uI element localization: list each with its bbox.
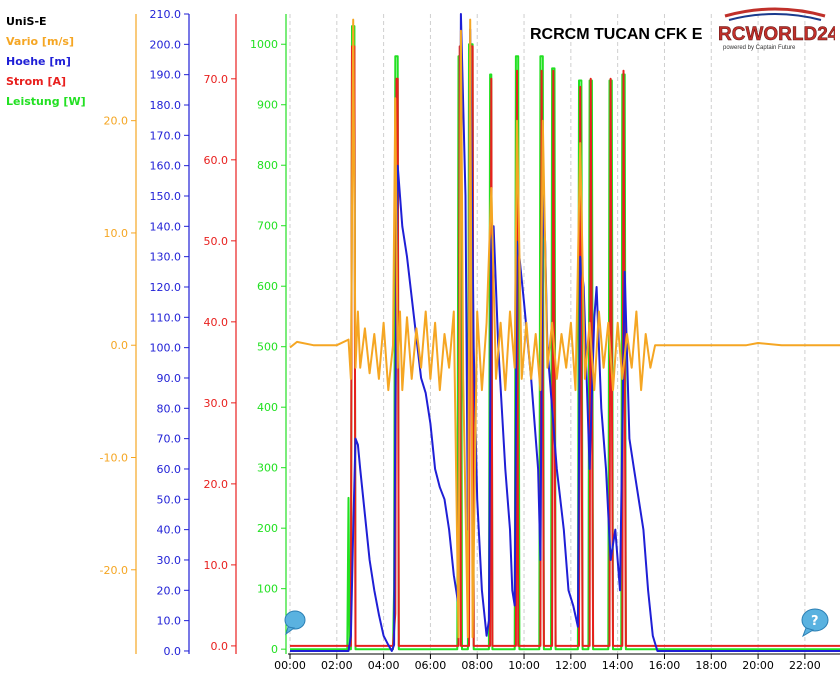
hoehe-tick-label: 100.0 [150,342,182,355]
hoehe-tick-label: 0.0 [164,645,182,658]
strom-tick-label: 50.0 [204,235,229,248]
hoehe-tick-label: 10.0 [157,615,182,628]
hoehe-series-line [290,13,840,652]
vario-tick-label: -20.0 [100,564,128,577]
legend-title: UniS-E [6,15,47,28]
strom-tick-label: 30.0 [204,397,229,410]
x-tick-label: 06:00 [415,659,447,672]
leistung-tick-label: 200 [257,522,278,535]
x-tick-label: 10:00 [508,659,540,672]
leistung-tick-label: 1000 [250,38,278,51]
hoehe-tick-label: 110.0 [150,311,182,324]
strom-tick-label: 20.0 [204,478,229,491]
hoehe-tick-label: 40.0 [157,524,182,537]
hoehe-tick-label: 140.0 [150,220,182,233]
strom-tick-label: 70.0 [204,73,229,86]
help-bubble-icon[interactable] [284,610,306,640]
hoehe-tick-label: 130.0 [150,251,182,264]
x-tick-label: 08:00 [461,659,493,672]
x-tick-label: 04:00 [368,659,400,672]
leistung-tick-label: 700 [257,220,278,233]
strom-tick-label: 0.0 [211,640,229,653]
strom-tick-label: 40.0 [204,316,229,329]
x-tick-label: 00:00 [274,659,306,672]
x-tick-label: 18:00 [695,659,727,672]
hoehe-tick-label: 150.0 [150,190,182,203]
help-bubble-icon[interactable]: ? [800,608,832,642]
hoehe-tick-label: 190.0 [150,69,182,82]
hoehe-tick-label: 30.0 [157,554,182,567]
hoehe-tick-label: 120.0 [150,281,182,294]
hoehe-tick-label: 200.0 [150,38,182,51]
x-tick-label: 12:00 [555,659,587,672]
strom-tick-label: 60.0 [204,154,229,167]
vario-tick-label: 0.0 [111,339,129,352]
vario-tick-label: -10.0 [100,452,128,465]
logo-subtext: powered by Captain Future [723,45,796,51]
hoehe-tick-label: 70.0 [157,433,182,446]
vario-tick-label: 10.0 [104,227,129,240]
hoehe-tick-label: 80.0 [157,402,182,415]
leistung-tick-label: 600 [257,280,278,293]
x-tick-label: 16:00 [649,659,681,672]
legend-item-hoehe: Hoehe [m] [6,55,71,68]
leistung-tick-label: 400 [257,401,278,414]
hoehe-tick-label: 210.0 [150,8,182,21]
legend: UniS-E Vario [m/s] Hoehe [m] Strom [A] L… [6,12,86,112]
vario-tick-label: 20.0 [104,115,129,128]
hoehe-tick-label: 90.0 [157,372,182,385]
leistung-tick-label: 800 [257,159,278,172]
hoehe-tick-label: 50.0 [157,493,182,506]
hoehe-tick-label: 180.0 [150,99,182,112]
hoehe-tick-label: 60.0 [157,463,182,476]
legend-item-leistung: Leistung [W] [6,95,86,108]
hoehe-tick-label: 20.0 [157,584,182,597]
x-tick-label: 02:00 [321,659,353,672]
hoehe-tick-label: 170.0 [150,129,182,142]
chart-title: RCRCM TUCAN CFK E [530,26,703,43]
x-tick-label: 20:00 [742,659,774,672]
hoehe-tick-label: 160.0 [150,160,182,173]
x-tick-label: 22:00 [789,659,821,672]
vario-series-line [289,18,840,639]
leistung-tick-label: 300 [257,462,278,475]
leistung-tick-label: 500 [257,341,278,354]
leistung-tick-label: 0 [271,643,278,656]
leistung-tick-label: 900 [257,99,278,112]
legend-item-vario: Vario [m/s] [6,35,74,48]
leistung-tick-label: 100 [257,583,278,596]
logo-text: RCWORLD24 [718,24,835,45]
legend-item-strom: Strom [A] [6,75,67,88]
rcworld24-logo: RCWORLD24 powered by Captain Future [715,6,839,52]
x-tick-label: 14:00 [602,659,634,672]
strom-tick-label: 10.0 [204,559,229,572]
svg-text:?: ? [811,614,819,629]
